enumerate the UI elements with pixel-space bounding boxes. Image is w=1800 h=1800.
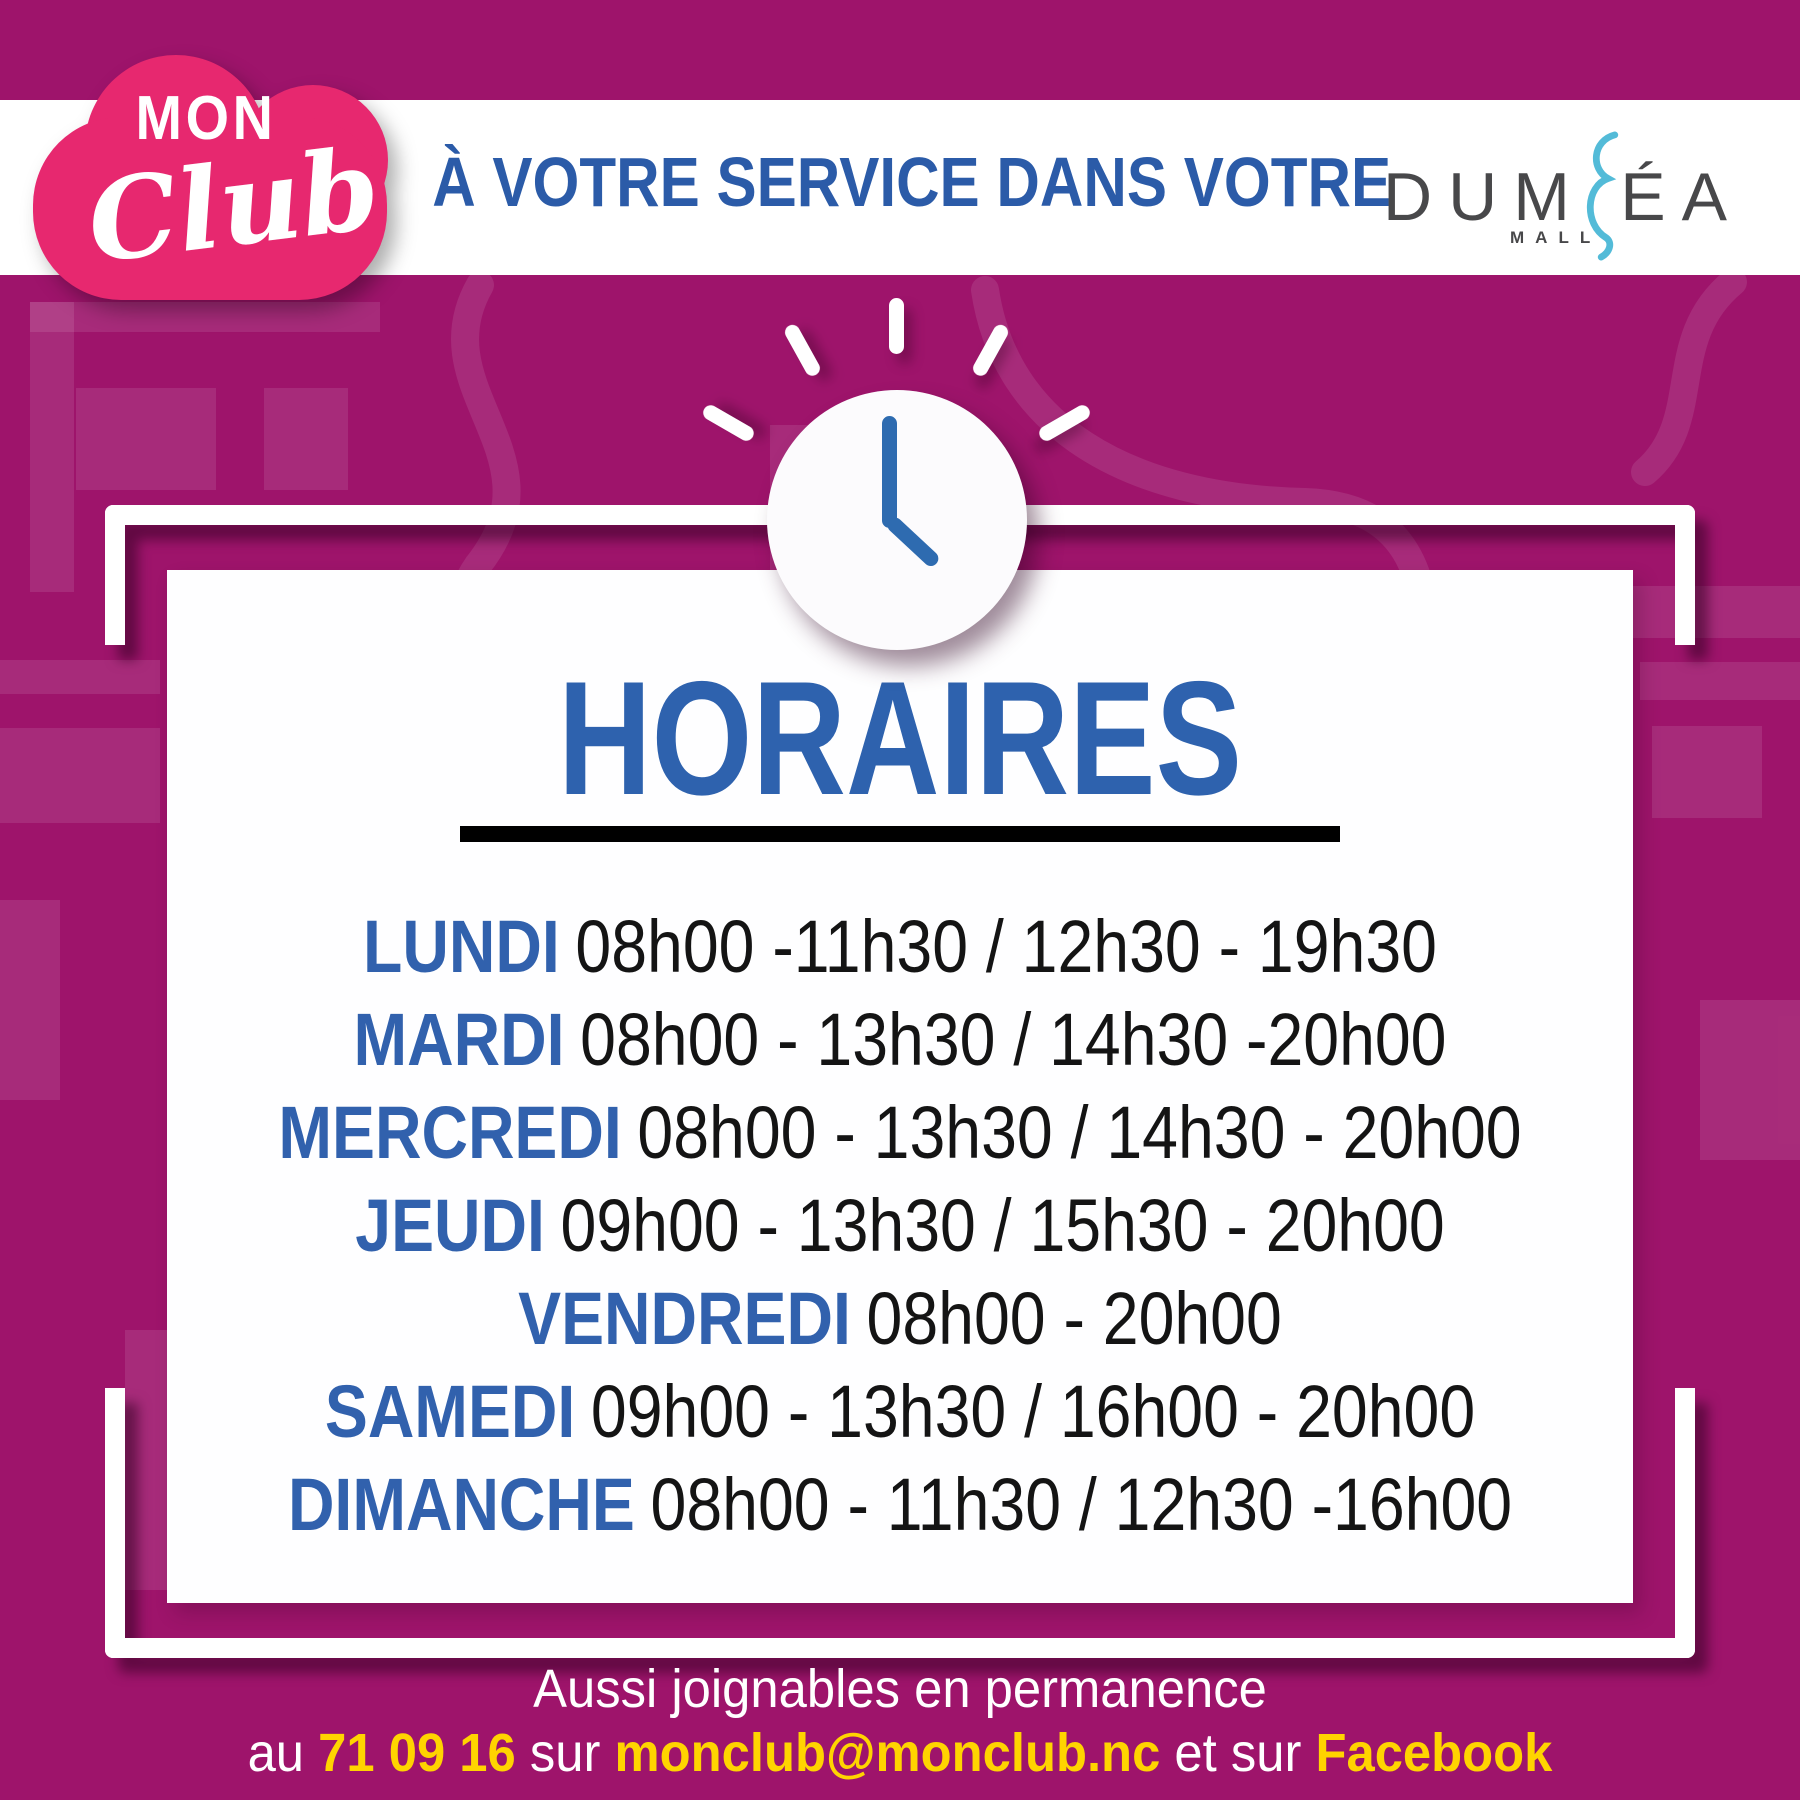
mon-club-logo: MON Club [33,55,388,300]
title-underline [460,826,1340,842]
schedule-row: DIMANCHE 08h00 - 11h30 / 12h30 -16h00 [262,1458,1537,1551]
facebook-label: Facebook [1315,1723,1553,1783]
clock-minute-hand [882,416,897,528]
hours-value: 08h00 -11h30 / 12h30 - 19h30 [575,905,1437,988]
hours-value: 08h00 - 11h30 / 12h30 -16h00 [650,1463,1513,1546]
footer-text: au [247,1723,319,1783]
schedule-row: SAMEDI 09h00 - 13h30 / 16h00 - 20h00 [262,1365,1537,1458]
schedule-row: LUNDI 08h00 -11h30 / 12h30 - 19h30 [262,900,1537,993]
schedule-row: JEUDI 09h00 - 13h30 / 15h30 - 20h00 [262,1179,1537,1272]
clock-hour-hand [884,514,942,570]
footer-availability-text: Aussi joignables en permanence [533,1659,1267,1719]
page-title: HORAIRES [557,648,1243,829]
footer: Aussi joignables en permanence au 71 09 … [0,1658,1800,1784]
email-address: monclub@monclub.nc [614,1723,1161,1783]
dumbea-mall-logo: DUM ÉA MALL [1383,128,1743,268]
day-label: VENDREDI [518,1277,851,1360]
mall-logo-subtext: MALL [1510,228,1602,247]
schedule-row: MERCREDI 08h00 - 13h30 / 14h30 - 20h00 [262,1086,1537,1179]
hours-value: 09h00 - 13h30 / 16h00 - 20h00 [590,1370,1476,1453]
schedule-row: VENDREDI 08h00 - 20h00 [262,1272,1537,1365]
hours-card: HORAIRES LUNDI 08h00 -11h30 / 12h30 - 19h… [167,570,1633,1603]
hours-value: 08h00 - 13h30 / 14h30 -20h00 [580,998,1447,1081]
footer-text: sur [515,1723,615,1783]
hours-value: 08h00 - 13h30 / 14h30 - 20h00 [637,1091,1522,1174]
day-label: DIMANCHE [287,1463,635,1546]
phone-number: 71 09 16 [318,1723,516,1783]
hours-value: 08h00 - 20h00 [866,1277,1282,1360]
footer-contact-line: au 71 09 16 sur monclub@monclub.nc et su… [54,1722,1746,1784]
day-label: SAMEDI [324,1370,576,1453]
schedule-list: LUNDI 08h00 -11h30 / 12h30 - 19h30 MARDI 0… [167,900,1633,1551]
frame-bracket-bottom [105,1388,1695,1658]
day-label: MERCREDI [278,1091,622,1174]
mall-logo-b-icon [1586,131,1619,261]
day-label: LUNDI [363,905,560,988]
clock-icon [700,298,1093,650]
service-tagline: À VOTRE SERVICE DANS VOTRE [432,143,1392,221]
logo-text-mon: MON [135,84,277,153]
cloud-shape [33,117,387,300]
clock-face [767,390,1027,650]
mall-logo-text-left: DUM [1383,159,1586,235]
schedule-row: MARDI 08h00 - 13h30 / 14h30 -20h00 [262,993,1537,1086]
hours-value: 09h00 - 13h30 / 15h30 - 20h00 [560,1184,1445,1267]
mall-logo-text-right: ÉA [1620,159,1743,235]
day-label: JEUDI [355,1184,545,1267]
day-label: MARDI [353,998,565,1081]
footer-text: et sur [1160,1723,1316,1783]
clock-ray [889,298,904,354]
